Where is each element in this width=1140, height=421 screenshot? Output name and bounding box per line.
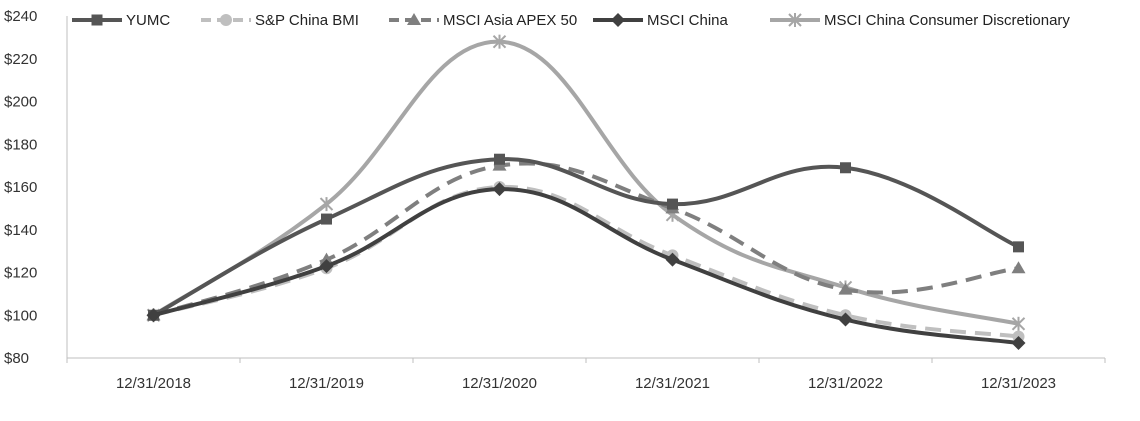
legend-label: YUMC bbox=[126, 12, 170, 29]
legend-label: MSCI Asia APEX 50 bbox=[443, 12, 577, 29]
legend-item-msci-asia-apex-50: MSCI Asia APEX 50 bbox=[389, 12, 577, 29]
legend-item-msci-china: MSCI China bbox=[593, 12, 729, 29]
legend-marker bbox=[220, 14, 232, 26]
legend-item-yumc: YUMC bbox=[72, 12, 170, 29]
data-point-msci-asia-apex-50 bbox=[838, 282, 853, 295]
data-point-msci-china bbox=[146, 308, 161, 323]
legend-item-msci-china-consumer-discretionary: MSCI China Consumer Discretionary bbox=[770, 12, 1070, 29]
series-msci-china bbox=[146, 182, 1026, 351]
series-msci-china-consumer-discretionary bbox=[146, 34, 1026, 331]
data-point-yumc bbox=[667, 198, 678, 210]
y-tick-label: $120 bbox=[4, 265, 37, 282]
y-tick-label: $80 bbox=[4, 350, 29, 367]
legend-label: S&P China BMI bbox=[255, 12, 359, 29]
x-tick-label: 12/31/2019 bbox=[289, 375, 364, 392]
x-tick-label: 12/31/2018 bbox=[116, 375, 191, 392]
data-point-msci-china bbox=[1011, 336, 1026, 351]
data-point-yumc bbox=[494, 153, 505, 165]
x-tick-label: 12/31/2021 bbox=[635, 375, 710, 392]
y-tick-label: $160 bbox=[4, 179, 37, 196]
y-tick-label: $220 bbox=[4, 51, 37, 68]
legend-marker bbox=[611, 13, 625, 27]
series-lines bbox=[146, 34, 1026, 351]
series-s-p-china-bmi bbox=[147, 181, 1025, 343]
data-point-msci-china bbox=[492, 182, 507, 197]
legend-item-s-p-china-bmi: S&P China BMI bbox=[201, 12, 359, 29]
y-tick-label: $100 bbox=[4, 307, 37, 324]
y-tick-label: $180 bbox=[4, 136, 37, 153]
y-tick-label: $200 bbox=[4, 94, 37, 111]
series-line-s-p-china-bmi bbox=[152, 184, 1019, 339]
legend-marker bbox=[407, 13, 421, 25]
data-point-yumc bbox=[321, 213, 332, 225]
series-line-msci-china bbox=[152, 187, 1019, 346]
data-point-msci-asia-apex-50 bbox=[319, 252, 334, 265]
legend-marker bbox=[91, 14, 103, 26]
legend: YUMC S&P China BMI MSCI Asia APEX 50 MSCI C… bbox=[72, 12, 1070, 29]
x-tick-label: 12/31/2023 bbox=[981, 375, 1056, 392]
legend-marker bbox=[788, 13, 802, 27]
data-point-msci-china-consumer-discretionary bbox=[1011, 316, 1026, 331]
data-point-msci-china bbox=[838, 312, 853, 327]
x-tick-label: 12/31/2022 bbox=[808, 375, 883, 392]
x-tick-label: 12/31/2020 bbox=[462, 375, 537, 392]
data-point-msci-china bbox=[319, 259, 334, 274]
data-point-yumc bbox=[1013, 241, 1024, 253]
y-tick-label: $140 bbox=[4, 222, 37, 239]
data-point-msci-china-consumer-discretionary bbox=[492, 34, 507, 49]
axes: $80 $100 $120 $140 $160 $180 $200 $220 $240 12/31… bbox=[4, 8, 1106, 392]
legend-label: MSCI China Consumer Discretionary bbox=[824, 12, 1070, 29]
data-point-yumc bbox=[840, 162, 851, 174]
data-point-msci-china-consumer-discretionary bbox=[319, 197, 334, 212]
legend-label: MSCI China bbox=[647, 12, 729, 29]
data-point-msci-china bbox=[665, 252, 680, 267]
series-line-yumc bbox=[152, 157, 1020, 317]
y-tick-label: $240 bbox=[4, 8, 37, 25]
data-point-msci-asia-apex-50 bbox=[1011, 261, 1026, 274]
series-line-msci-asia-apex-50 bbox=[152, 161, 1019, 318]
